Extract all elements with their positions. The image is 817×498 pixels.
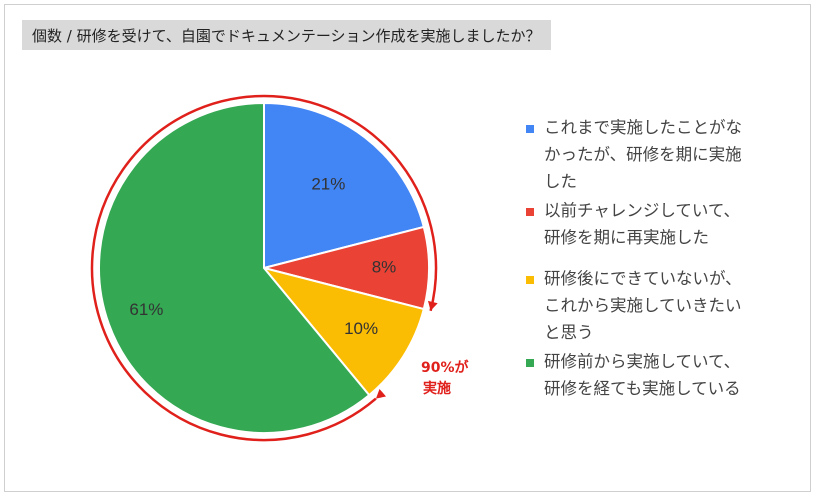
callout-arrowhead-red-end: [427, 300, 438, 311]
pie-slice-label-2: 8%: [372, 257, 397, 276]
pie-slices: [98, 101, 430, 434]
legend-text-line: 研修を期に再実施した: [544, 228, 709, 247]
pie-slice-4: [98, 101, 371, 434]
callout-arc: [90, 94, 438, 442]
legend-item-4: 研修前から実施していて、 研修を経ても実施している: [520, 348, 790, 402]
legend-item-2: 以前チャレンジしていて、 研修を期に再実施した: [520, 197, 790, 251]
callout-line-1: 90%が: [421, 359, 470, 376]
pie-slice-label-4: 61%: [129, 300, 163, 319]
pie-slice-label-1: 21%: [311, 175, 345, 194]
callout-annotation: 90%が 実施: [421, 359, 470, 397]
callout-arc-green: [90, 94, 377, 442]
legend-swatch-2: [526, 208, 534, 216]
callout-arrowhead-green-start: [375, 388, 387, 399]
legend-text-line: 以前チャレンジしていて、: [544, 201, 741, 220]
legend: これまで実施したことがな かったが、研修を期に実施 した 以前チャレンジしていて、 研修…: [520, 114, 790, 404]
legend-item-1: これまで実施したことがな かったが、研修を期に実施 した: [520, 114, 790, 195]
legend-swatch-3: [526, 276, 534, 284]
legend-text-line: これから実施していきたい: [544, 296, 742, 315]
pie-slice-labels: 21% 8% 10% 61%: [129, 175, 396, 339]
chart-title: 個数 / 研修を受けて、自園でドキュメンテーション作成を実施しましたか？: [22, 20, 551, 50]
pie-slice-3: [261, 266, 426, 397]
pie-slice-label-3: 10%: [344, 319, 378, 338]
legend-item-3: 研修後にできていないが、 これから実施していきたい と思う: [520, 265, 790, 346]
legend-swatch-1: [526, 125, 534, 133]
legend-text-line: した: [544, 172, 577, 191]
chart-title-text: 個数 / 研修を受けて、自園でドキュメンテーション作成を実施しましたか？: [32, 26, 541, 45]
legend-text-line: 研修を経ても実施している: [544, 379, 741, 398]
legend-text-line: 研修後にできていないが、: [544, 269, 742, 288]
legend-text-line: これまで実施したことがな: [544, 118, 742, 137]
callout-arc-blue-red: [263, 94, 438, 312]
legend-swatch-4: [526, 359, 534, 367]
pie-slice-1: [263, 101, 426, 270]
callout-line-2: 実施: [423, 380, 451, 397]
legend-text-line: と思う: [544, 323, 594, 342]
legend-text-line: 研修前から実施していて、: [544, 352, 741, 371]
legend-text-line: かったが、研修を期に実施: [544, 145, 742, 164]
